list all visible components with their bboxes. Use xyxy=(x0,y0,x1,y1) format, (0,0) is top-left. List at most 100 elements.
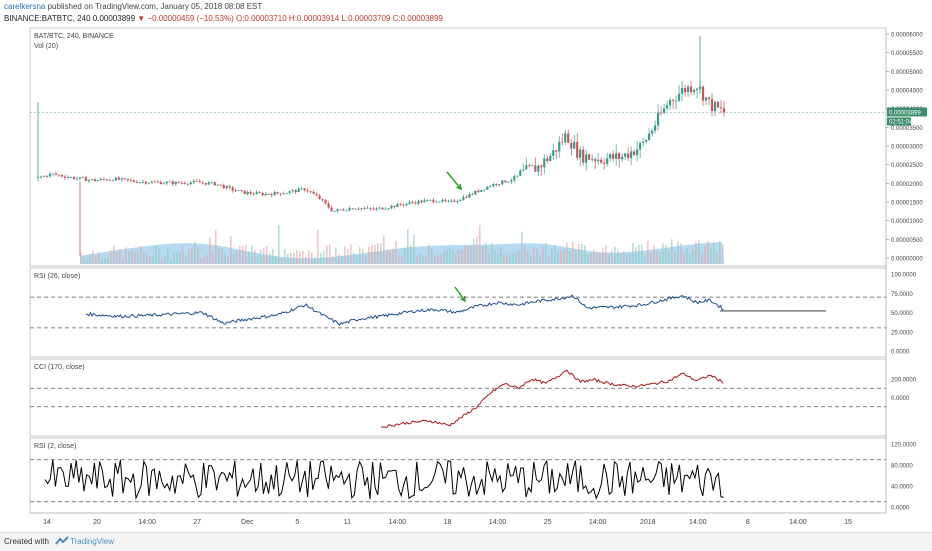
candle-body xyxy=(447,201,450,202)
candle-body xyxy=(303,188,306,191)
volume-bar xyxy=(509,255,511,264)
candle-body xyxy=(381,207,384,210)
candle-body xyxy=(291,190,294,192)
volume-bar xyxy=(167,248,169,264)
volume-bar xyxy=(188,249,190,264)
volume-bar xyxy=(563,250,565,264)
volume-bar xyxy=(350,244,352,264)
candle-body xyxy=(561,141,564,143)
volume-bar xyxy=(605,245,607,264)
volume-bar xyxy=(98,251,100,264)
candle-body xyxy=(390,205,393,209)
volume-bar xyxy=(269,253,271,264)
annotation-arrow-icon xyxy=(446,171,462,190)
volume-bar xyxy=(230,236,232,264)
candle-body xyxy=(582,149,585,163)
price-pane-title: BAT/BTC, 240, BINANCE xyxy=(34,33,114,40)
tradingview-brand[interactable]: TradingView xyxy=(70,537,115,546)
annotation-arrow-icon xyxy=(454,286,466,302)
last-price: 0.00003899 xyxy=(92,14,136,23)
volume-bar xyxy=(503,254,505,264)
candle-body xyxy=(273,192,276,196)
candle-body xyxy=(333,211,336,212)
candle-body xyxy=(648,133,651,140)
candle-body xyxy=(624,153,627,157)
volume-bar xyxy=(170,259,172,264)
candle-body xyxy=(576,141,579,158)
candle-body xyxy=(405,203,408,206)
volume-bar xyxy=(191,247,193,264)
candle-body xyxy=(192,180,195,183)
volume-bar xyxy=(359,246,361,264)
volume-bar xyxy=(617,249,619,264)
candle-body xyxy=(243,190,246,195)
price-tick-label: 0.00001500 xyxy=(891,201,923,207)
volume-bar xyxy=(335,247,337,264)
author-link[interactable]: carelkersna xyxy=(4,2,46,11)
candle-body xyxy=(258,192,261,194)
candle-body xyxy=(642,141,645,144)
candle-body xyxy=(683,87,687,93)
candle-body xyxy=(42,175,46,177)
candle-body xyxy=(603,162,606,164)
volume-bar xyxy=(683,252,685,264)
volume-bar xyxy=(344,246,346,264)
candle-body xyxy=(111,179,114,181)
volume-bar xyxy=(152,255,154,264)
volume-bar xyxy=(674,252,676,264)
volume-bar xyxy=(395,241,397,264)
candle-body xyxy=(39,176,43,178)
candle-body xyxy=(633,151,636,155)
candle-body xyxy=(147,182,150,184)
candle-body xyxy=(165,181,168,184)
volume-bar xyxy=(491,243,493,264)
volume-bar xyxy=(341,255,343,264)
volume-bar xyxy=(314,257,316,264)
volume-bar xyxy=(353,252,355,264)
x-tick-label: 14 xyxy=(43,519,51,526)
candle-body xyxy=(168,181,171,183)
volume-bar xyxy=(134,253,136,264)
candle-body xyxy=(579,149,582,158)
candle-body xyxy=(659,112,663,114)
candle-body xyxy=(555,150,558,152)
candle-body xyxy=(354,208,357,210)
candle-body xyxy=(318,195,321,199)
candle-body xyxy=(549,155,552,162)
volume-bar xyxy=(626,253,628,264)
candle-body xyxy=(315,193,318,196)
volume-bar xyxy=(194,241,196,264)
candle-body xyxy=(372,208,375,210)
countdown-box xyxy=(887,117,911,126)
candle-body xyxy=(627,153,630,159)
pane-frame xyxy=(29,358,887,437)
candle-body xyxy=(105,179,108,181)
volume-bar xyxy=(86,258,88,264)
publish-text: published on TradingView.com, January 05… xyxy=(47,2,263,11)
chart-canvas[interactable]: 14 20 14:00 27 Dec 5 11 14:00 18 14:00 25 14:00 2018… xyxy=(0,0,932,532)
volume-bar xyxy=(473,238,475,264)
candle-body xyxy=(396,203,399,208)
candle-body xyxy=(351,208,354,210)
candle-body xyxy=(680,87,684,94)
volume-bar xyxy=(656,251,658,264)
volume-bar xyxy=(365,255,367,264)
rsi2-series-line xyxy=(44,459,724,500)
volume-bar xyxy=(266,245,268,264)
candle-body xyxy=(96,180,100,181)
volume-bar xyxy=(413,234,415,264)
volume-bar xyxy=(140,246,142,264)
volume-bar xyxy=(179,252,181,264)
candle-body xyxy=(704,97,708,101)
candle-body xyxy=(153,181,156,183)
candle-body xyxy=(654,125,657,131)
candle-body xyxy=(120,178,123,180)
volume-bar xyxy=(476,236,478,264)
candle-body xyxy=(81,177,85,179)
volume-bar xyxy=(608,252,610,264)
candle-body xyxy=(348,208,351,211)
candle-body xyxy=(585,154,588,163)
candle-body xyxy=(144,181,147,184)
candle-body xyxy=(231,187,234,191)
volume-bar xyxy=(200,258,202,264)
